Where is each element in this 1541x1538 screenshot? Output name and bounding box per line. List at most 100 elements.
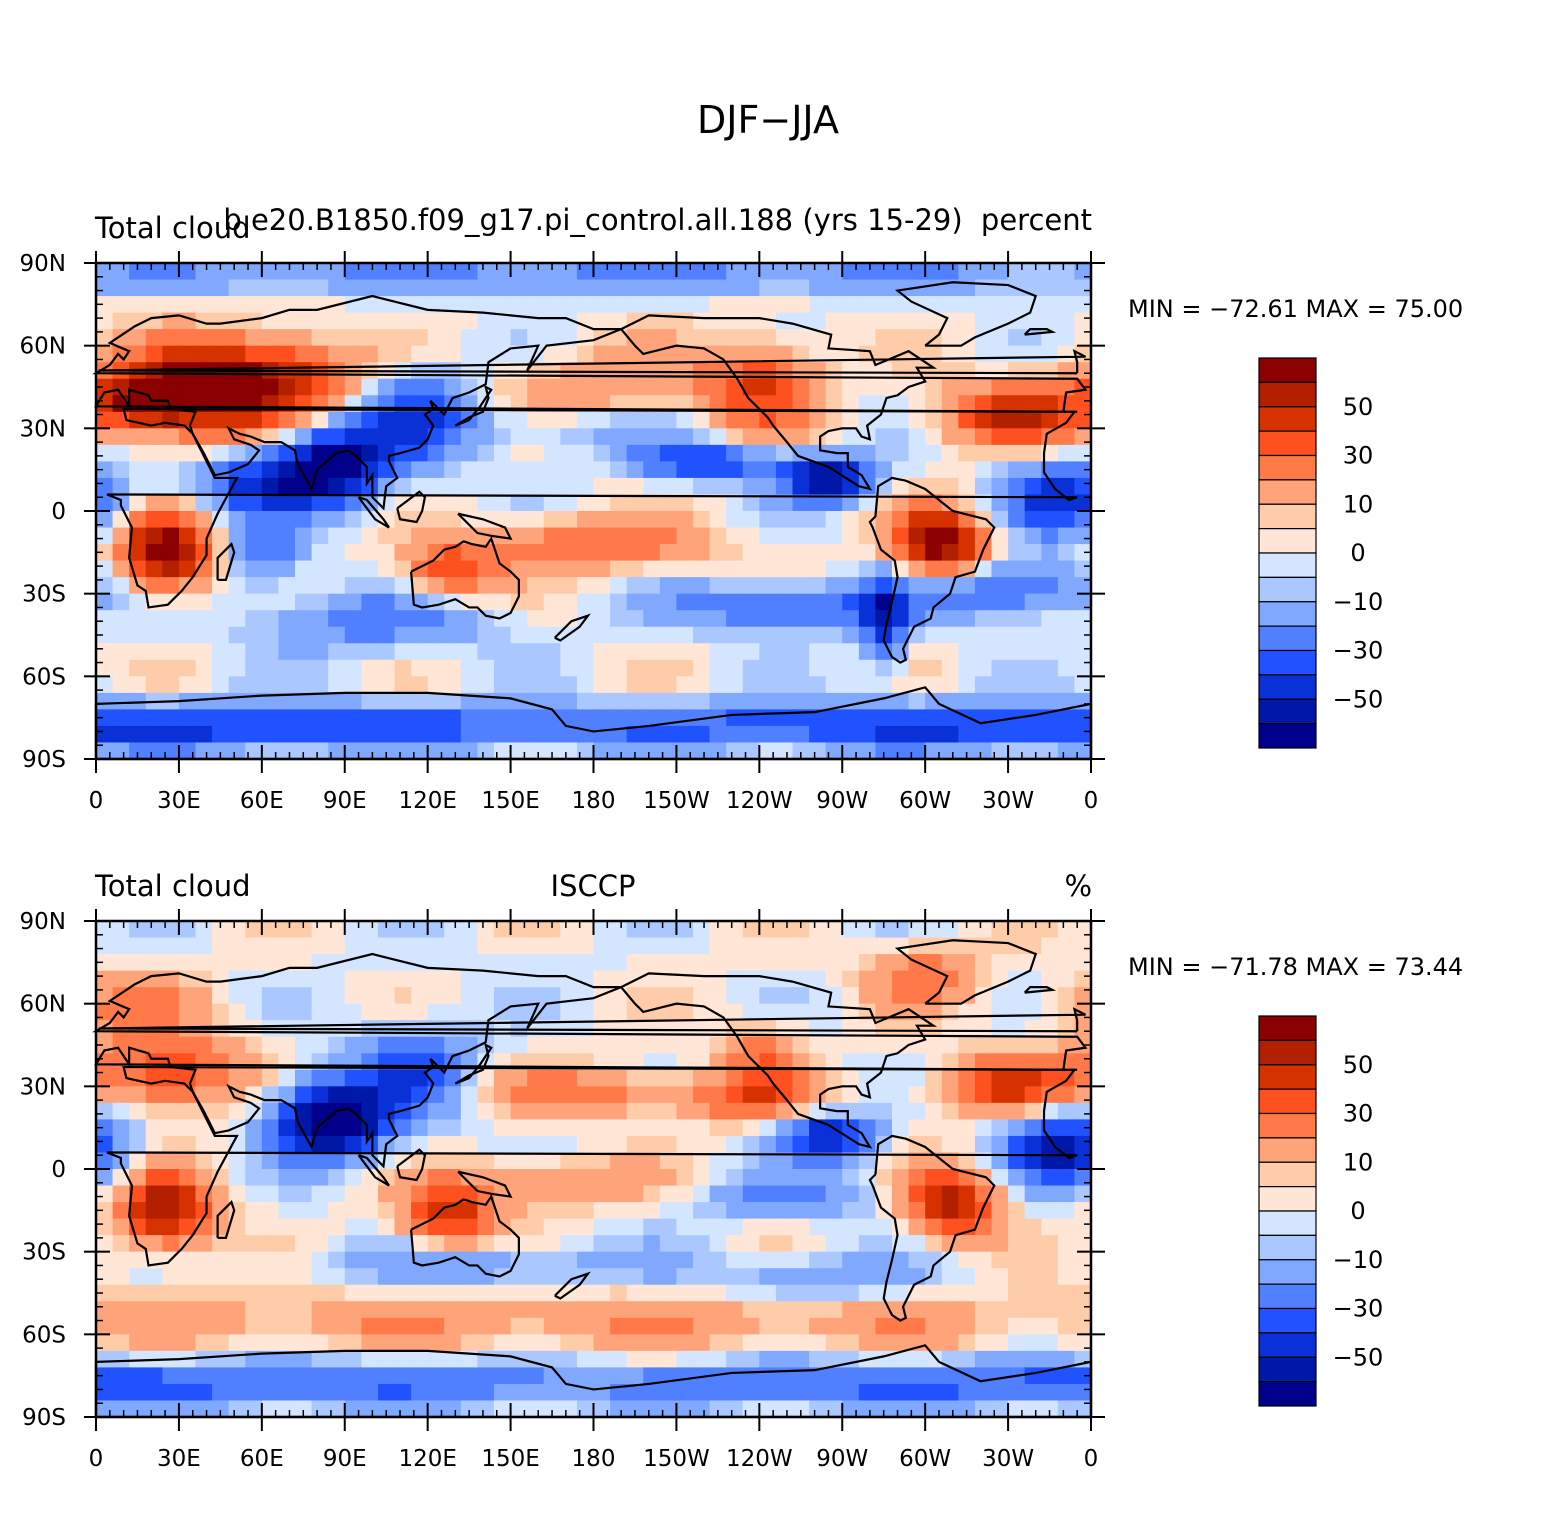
field-cell [1057, 954, 1076, 972]
field-cell [875, 692, 893, 710]
lon-label: 30W [982, 1446, 1034, 1472]
panel-title-right: percent [981, 203, 1092, 237]
field-cell [1057, 444, 1076, 462]
field-cell [941, 329, 959, 347]
field-cell [610, 1400, 628, 1418]
field-cell [112, 709, 130, 727]
colorbar-box [1258, 1137, 1317, 1163]
field-cell [842, 1086, 860, 1104]
field-cell [958, 725, 976, 744]
field-cell [278, 511, 296, 529]
field-cell [974, 626, 993, 644]
field-cell [941, 1301, 959, 1319]
field-cell [693, 1069, 711, 1087]
field-cell [129, 444, 147, 462]
field-cell [178, 329, 197, 347]
panel-title-center: ISCCP [551, 869, 636, 903]
field-cell [726, 544, 744, 562]
field-cell [560, 1367, 578, 1385]
field-cell [145, 378, 163, 396]
field-cell [974, 610, 993, 628]
field-cell [693, 577, 711, 595]
field-cell [212, 577, 230, 595]
field-cell [709, 477, 727, 496]
field-cell [212, 1069, 230, 1087]
field-cell [494, 1251, 512, 1269]
field-cell [858, 1367, 877, 1385]
field-cell [245, 1383, 263, 1402]
coastline-newguinea [457, 512, 513, 540]
lon-label: 120E [398, 1446, 456, 1472]
field-cell [444, 1036, 462, 1054]
field-cell [1041, 1053, 1059, 1071]
field-cell [460, 937, 479, 955]
field-cell [991, 1053, 1009, 1071]
field-cell [444, 263, 462, 281]
field-cell [427, 1301, 445, 1319]
field-cell [162, 577, 180, 595]
field-cell [377, 742, 396, 760]
field-cell [759, 692, 777, 710]
coastline-namerica [620, 972, 938, 1149]
field-cell [394, 1135, 412, 1154]
field-cell [1008, 494, 1026, 512]
field-cell [709, 494, 727, 512]
field-cell [212, 1218, 230, 1236]
field-cell [361, 477, 379, 496]
field-cell [974, 725, 993, 744]
field-cell [576, 1069, 595, 1087]
field-cell [991, 643, 1009, 661]
field-cell [626, 279, 644, 297]
field-cell [825, 1235, 843, 1253]
field-cell [858, 742, 877, 760]
field-cell [328, 1284, 346, 1302]
field-cell [610, 593, 628, 611]
field-cell [377, 411, 396, 429]
field-cell [576, 279, 595, 297]
field-cell [460, 1102, 479, 1120]
field-cell [842, 1400, 860, 1418]
field-cell [958, 1069, 976, 1087]
field-cell [527, 461, 545, 479]
field-cell [510, 461, 528, 479]
field-cell [576, 1152, 595, 1170]
field-cell [361, 709, 379, 727]
field-cell [178, 1169, 197, 1187]
field-cell [245, 626, 263, 644]
field-cell [1041, 1135, 1059, 1154]
field-cell [527, 511, 545, 529]
field-cell [162, 643, 180, 661]
field-cell [560, 1185, 578, 1203]
field-cell [908, 725, 926, 744]
field-cell [377, 1367, 396, 1385]
field-cell [941, 511, 959, 529]
field-cell [411, 742, 429, 760]
field-cell [610, 494, 628, 512]
field-cell [1024, 970, 1042, 988]
colorbar-box [1258, 723, 1317, 749]
field-cell [377, 1003, 396, 1021]
field-cell [245, 1284, 263, 1302]
field-cell [527, 725, 545, 744]
field-cell [941, 494, 959, 512]
field-cell [527, 987, 545, 1005]
field-cell [742, 937, 760, 955]
field-cell [311, 345, 329, 363]
field-cell [311, 1119, 329, 1137]
field-cell [775, 494, 794, 512]
field-cell [892, 1169, 910, 1187]
field-cell [842, 329, 860, 347]
field-cell [328, 742, 346, 760]
field-cell [394, 1251, 412, 1269]
field-cell [726, 1268, 744, 1286]
field-cell [1074, 527, 1092, 545]
field-cell [659, 1235, 678, 1253]
field-cell [858, 560, 877, 578]
field-cell [792, 577, 810, 595]
field-cell [875, 676, 893, 694]
field-cell [96, 1069, 114, 1087]
field-cell [742, 1301, 760, 1319]
field-cell [775, 954, 794, 972]
field-cell [941, 659, 959, 677]
field-cell [809, 411, 827, 429]
